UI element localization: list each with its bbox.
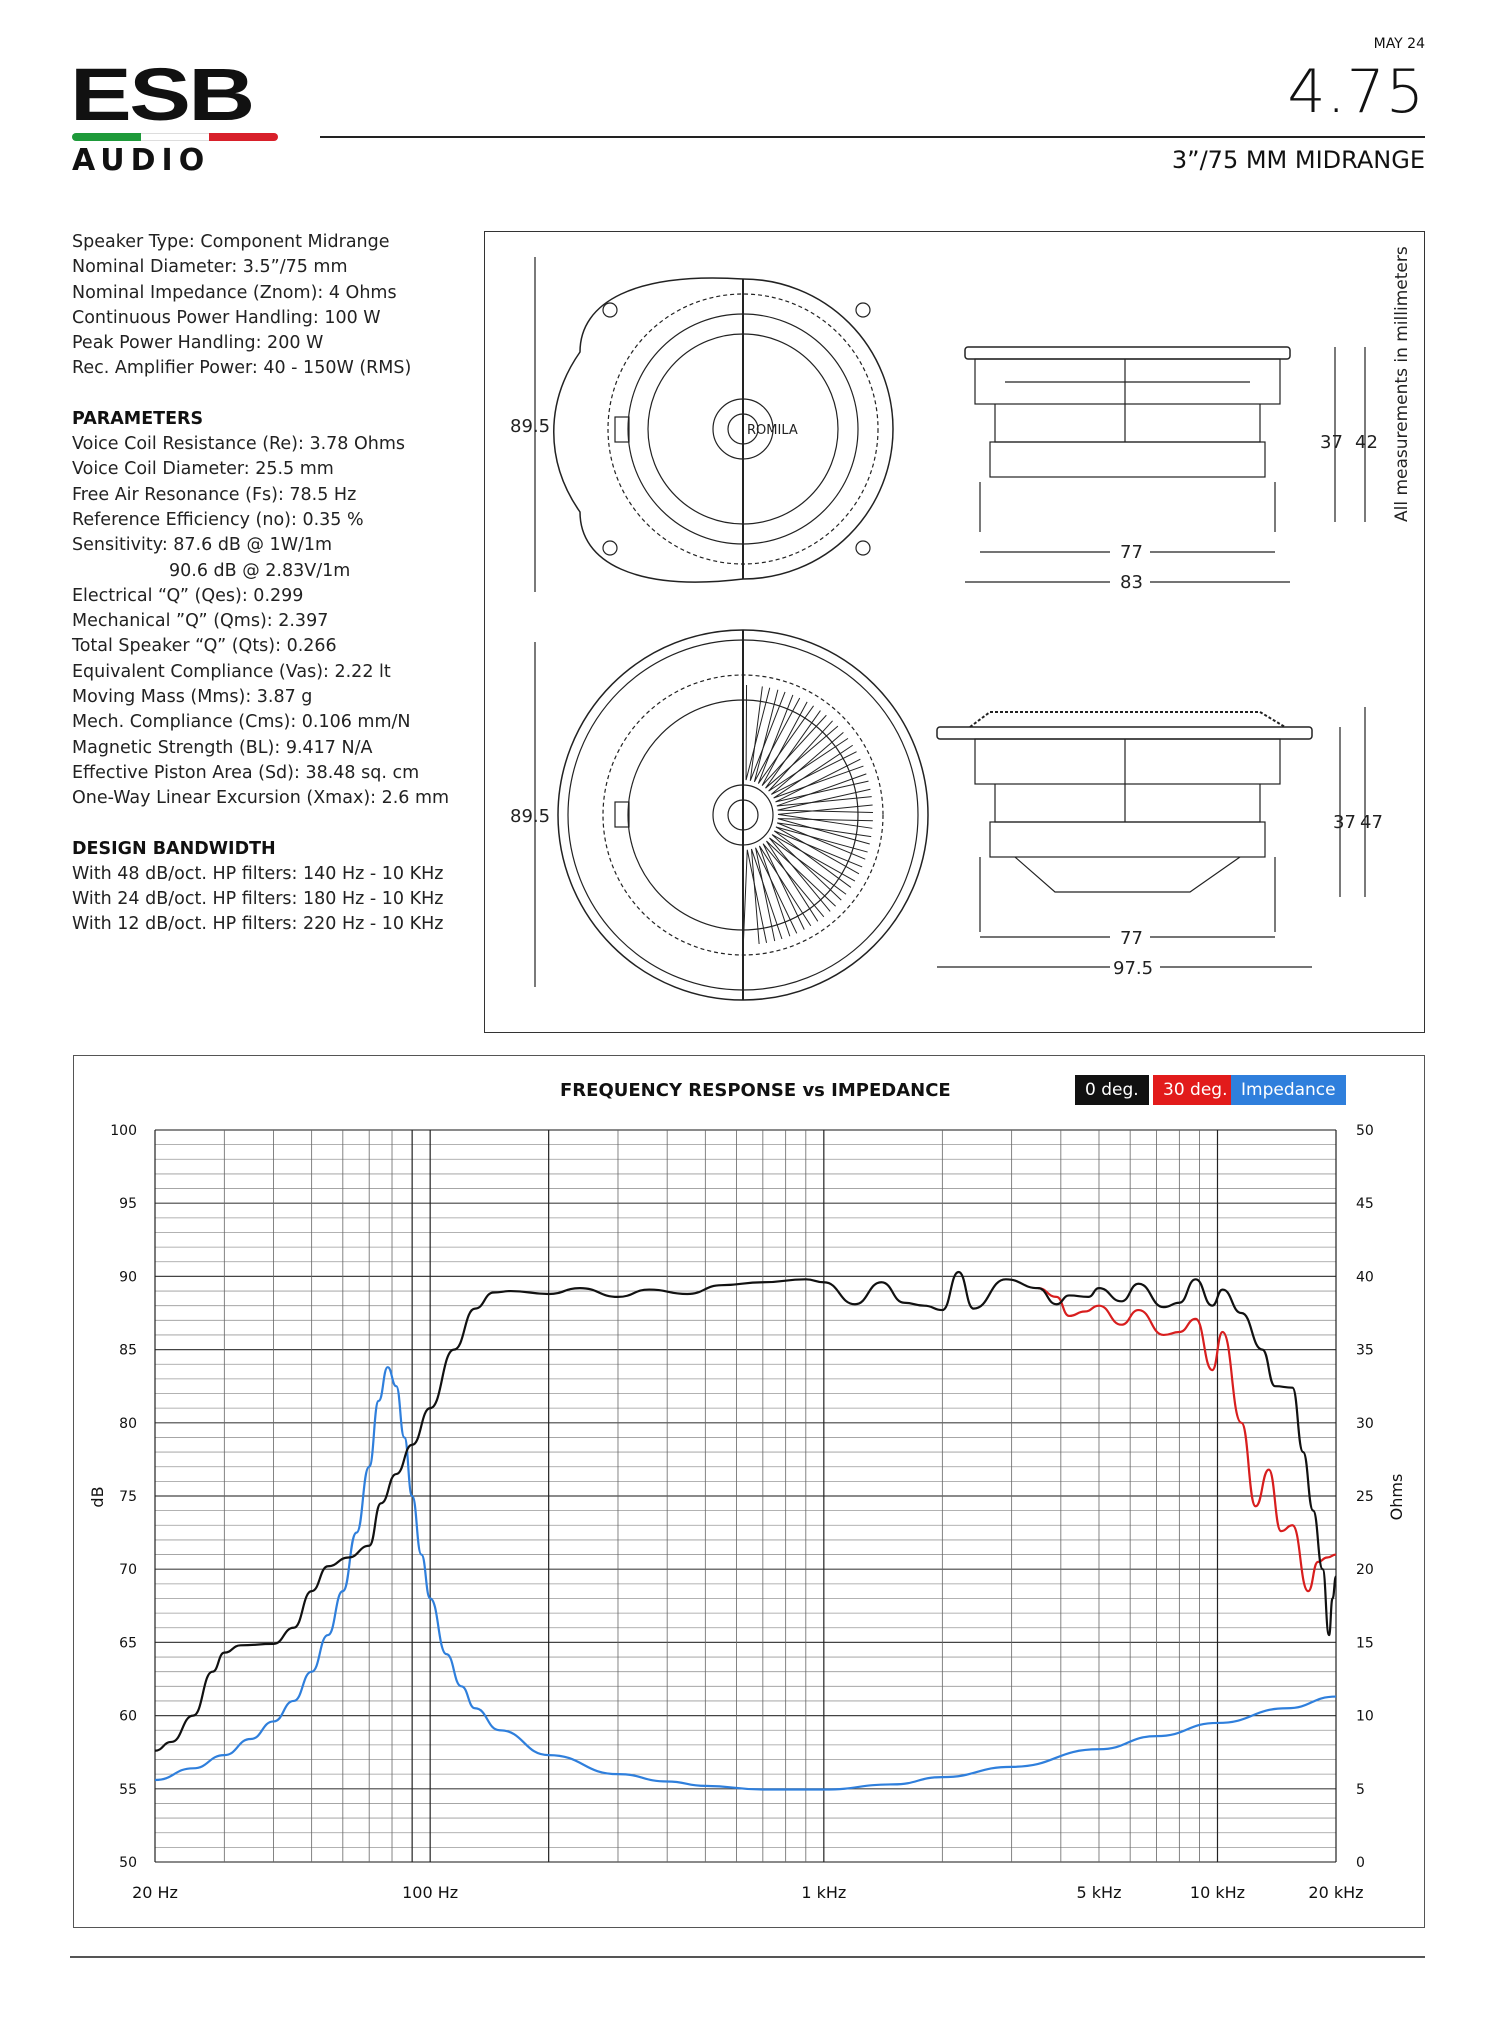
technical-drawing: ROMILA 89.5 77 83 37 42 89.5 77 97.5 37 … bbox=[484, 231, 1425, 1033]
spec-line: Continuous Power Handling: 100 W bbox=[72, 307, 381, 328]
dimension-label: 89.5 bbox=[510, 416, 550, 437]
spec-line: Nominal Diameter: 3.5”/75 mm bbox=[72, 257, 348, 278]
y-tick-label: 55 bbox=[119, 1782, 137, 1798]
legend-30deg: 30 deg. bbox=[1153, 1075, 1238, 1105]
brand-logo-sub: AUDIO bbox=[72, 143, 211, 178]
y-tick-label: 100 bbox=[110, 1123, 137, 1139]
series-line-0-deg- bbox=[154, 1270, 1338, 1752]
spec-line: Total Speaker “Q” (Qts): 0.266 bbox=[72, 636, 337, 657]
y-tick-label: 70 bbox=[119, 1562, 137, 1578]
y-tick-label: 80 bbox=[119, 1416, 137, 1432]
y2-tick-label: 45 bbox=[1356, 1196, 1374, 1212]
x-tick-label: 100 Hz bbox=[402, 1883, 458, 1902]
product-subtitle: 3”/75 MM MIDRANGE bbox=[1171, 146, 1425, 174]
y2-tick-label: 50 bbox=[1356, 1123, 1374, 1139]
spec-line: Nominal Impedance (Znom): 4 Ohms bbox=[72, 282, 397, 303]
spec-line: Sensitivity: 87.6 dB @ 1W/1m bbox=[72, 535, 333, 556]
date: MAY 24 bbox=[1373, 36, 1425, 52]
y-tick-label: 75 bbox=[119, 1489, 137, 1505]
y2-tick-label: 20 bbox=[1356, 1562, 1374, 1578]
y2-axis-label: Ohms bbox=[1387, 1474, 1406, 1521]
y-tick-label: 50 bbox=[119, 1855, 137, 1871]
dimension-label: 47 bbox=[1360, 812, 1383, 833]
spec-line: Reference Efficiency (no): 0.35 % bbox=[72, 509, 364, 530]
y-tick-label: 65 bbox=[119, 1635, 137, 1651]
header-divider bbox=[320, 136, 1425, 138]
footer-divider bbox=[70, 1956, 1425, 1958]
spec-line: One-Way Linear Excursion (Xmax): 2.6 mm bbox=[72, 788, 450, 809]
spec-line: 90.6 dB @ 2.83V/1m bbox=[169, 560, 351, 581]
y-tick-label: 95 bbox=[119, 1196, 137, 1212]
parameters-heading: PARAMETERS bbox=[72, 408, 204, 429]
spec-line: With 48 dB/oct. HP filters: 140 Hz - 10 … bbox=[72, 863, 444, 884]
y-tick-label: 90 bbox=[119, 1269, 137, 1285]
spec-line: Rec. Amplifier Power: 40 - 150W (RMS) bbox=[72, 358, 412, 379]
spec-line: Speaker Type: Component Midrange bbox=[72, 232, 390, 252]
y2-tick-label: 40 bbox=[1356, 1269, 1374, 1285]
x-tick-label: 5 kHz bbox=[1077, 1883, 1122, 1902]
cone-brand-text: ROMILA bbox=[747, 423, 798, 438]
x-tick-label: 20 Hz bbox=[132, 1883, 178, 1902]
y2-tick-label: 15 bbox=[1356, 1635, 1374, 1651]
dimension-label: 97.5 bbox=[1113, 958, 1153, 979]
y-tick-label: 60 bbox=[119, 1709, 137, 1725]
series-line-30-deg- bbox=[1037, 1287, 1337, 1593]
bandwidth-heading: DESIGN BANDWIDTH bbox=[72, 838, 276, 859]
spec-line: Electrical “Q” (Qes): 0.299 bbox=[72, 585, 304, 606]
brand-logo: ESB bbox=[70, 53, 255, 136]
x-tick-label: 10 kHz bbox=[1190, 1883, 1245, 1902]
spec-line: Effective Piston Area (Sd): 38.48 sq. cm bbox=[72, 762, 420, 783]
y-axis-label: dB bbox=[88, 1486, 107, 1507]
dimension-label: 83 bbox=[1120, 572, 1143, 593]
y2-tick-label: 30 bbox=[1356, 1416, 1374, 1432]
front-view-top: ROMILA 89.5 bbox=[510, 257, 894, 592]
dimension-label: 42 bbox=[1355, 432, 1378, 453]
spec-line: With 24 dB/oct. HP filters: 180 Hz - 10 … bbox=[72, 889, 444, 910]
dimension-label: 77 bbox=[1120, 928, 1143, 949]
y2-tick-label: 5 bbox=[1356, 1782, 1365, 1798]
chart-title: FREQUENCY RESPONSE vs IMPEDANCE bbox=[560, 1080, 951, 1101]
measurement-note: All measurements in millimeters bbox=[1392, 246, 1412, 522]
spec-line: Voice Coil Diameter: 25.5 mm bbox=[72, 459, 334, 480]
spec-line: Magnetic Strength (BL): 9.417 N/A bbox=[72, 737, 373, 758]
spec-line: Moving Mass (Mms): 3.87 g bbox=[72, 687, 313, 708]
front-view-bottom: 89.5 bbox=[510, 629, 929, 1001]
y2-tick-label: 35 bbox=[1356, 1343, 1374, 1359]
model-number: 4.75 bbox=[1287, 57, 1425, 127]
italian-flag-bar bbox=[72, 133, 278, 141]
dimension-label: 37 bbox=[1333, 812, 1356, 833]
side-view-bottom: 77 97.5 37 47 bbox=[936, 707, 1383, 979]
dimension-label: 37 bbox=[1320, 432, 1343, 453]
spec-list: Speaker Type: Component Midrange Nominal … bbox=[72, 230, 449, 938]
x-tick-label: 20 kHz bbox=[1308, 1883, 1363, 1902]
y2-tick-label: 0 bbox=[1356, 1855, 1365, 1871]
y-tick-label: 85 bbox=[119, 1343, 137, 1359]
series-line-impedance bbox=[154, 1366, 1337, 1791]
spec-line: With 12 dB/oct. HP filters: 220 Hz - 10 … bbox=[72, 914, 444, 935]
chart-frame bbox=[73, 1055, 1425, 1928]
spec-line: Equivalent Compliance (Vas): 2.22 lt bbox=[72, 661, 391, 682]
spec-line: Peak Power Handling: 200 W bbox=[72, 333, 324, 354]
y2-tick-label: 10 bbox=[1356, 1709, 1374, 1725]
spec-line: Mechanical ”Q” (Qms): 2.397 bbox=[72, 611, 329, 632]
dimension-label: 89.5 bbox=[510, 806, 550, 827]
legend-impedance: Impedance bbox=[1231, 1075, 1346, 1105]
spec-line: Voice Coil Resistance (Re): 3.78 Ohms bbox=[72, 434, 406, 455]
y2-tick-label: 25 bbox=[1356, 1489, 1374, 1505]
spec-line: Free Air Resonance (Fs): 78.5 Hz bbox=[72, 484, 357, 505]
spec-line: Mech. Compliance (Cms): 0.106 mm/N bbox=[72, 712, 411, 733]
legend-0deg: 0 deg. bbox=[1075, 1075, 1149, 1105]
side-view-top: 77 83 37 42 bbox=[964, 346, 1378, 593]
x-tick-label: 1 kHz bbox=[801, 1883, 846, 1902]
dimension-label: 77 bbox=[1120, 542, 1143, 563]
